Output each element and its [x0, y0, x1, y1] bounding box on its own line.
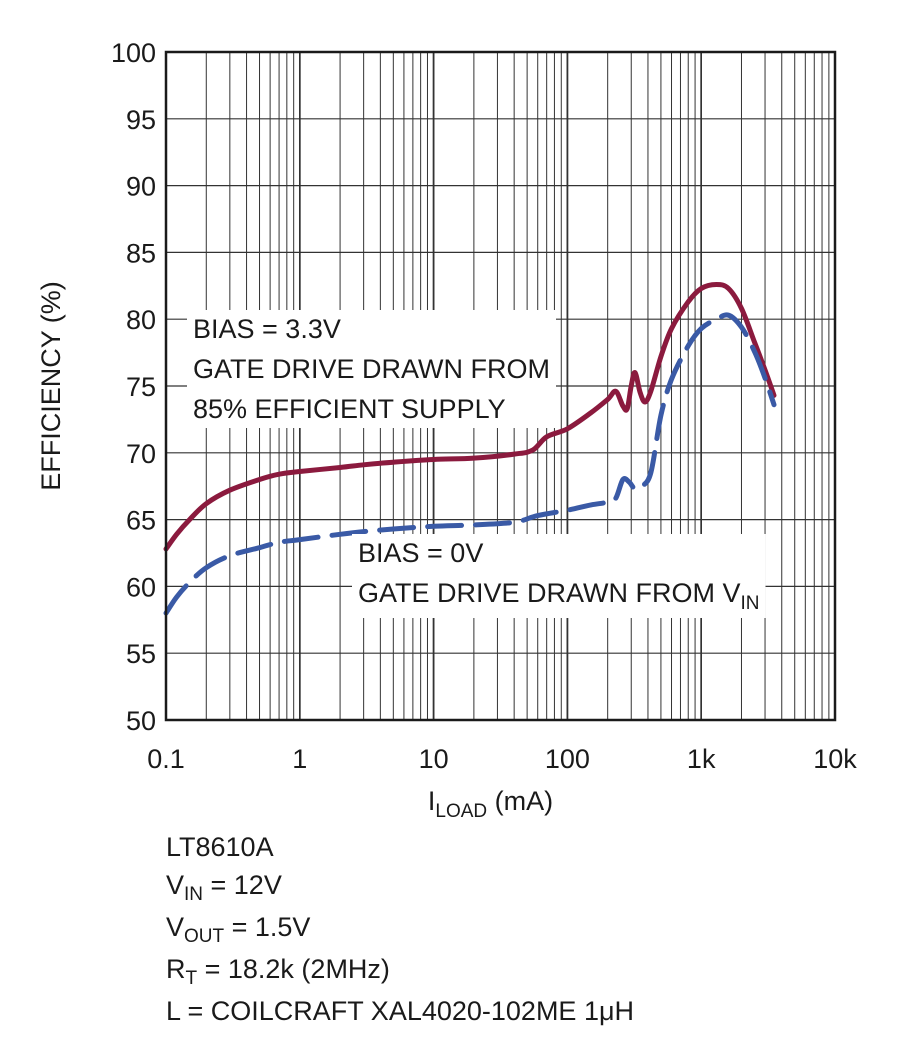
note-vin: VIN = 12V — [166, 870, 282, 905]
x-tick-labels: 0.1 1 10 100 1k 10k — [147, 744, 857, 774]
y-tick-label: 100 — [111, 38, 156, 68]
note-part: LT8610A — [166, 832, 274, 862]
x-tick-label: 10k — [813, 744, 857, 774]
data-series — [163, 282, 777, 616]
x-tick-label: 0.1 — [147, 744, 185, 774]
note-rt: RT = 18.2k (2MHz) — [166, 954, 390, 989]
y-tick-label: 85 — [126, 238, 156, 268]
note-inductor: L = COILCRAFT XAL4020-102ME 1μH — [166, 996, 635, 1026]
note-vout: VOUT = 1.5V — [166, 912, 311, 947]
y-tick-labels: 50 55 60 65 70 75 80 85 90 95 100 — [111, 38, 156, 736]
series-annotations: BIAS = 3.3V GATE DRIVE DRAWN FROM 85% EFFI… — [187, 310, 766, 618]
y-tick-label: 80 — [126, 305, 156, 335]
x-tick-label: 100 — [545, 744, 590, 774]
y-tick-label: 95 — [126, 105, 156, 135]
annotation-background — [352, 534, 766, 618]
annotation-line: 85% EFFICIENT SUPPLY — [193, 394, 506, 424]
x-axis-label: ILOAD (mA) — [428, 786, 553, 822]
annotation-line: BIAS = 3.3V — [193, 314, 341, 344]
annotation-background — [187, 310, 556, 428]
y-tick-label: 75 — [126, 372, 156, 402]
series-line-bias-3v3 — [163, 282, 777, 552]
y-tick-label: 65 — [126, 506, 156, 536]
annotation-line: GATE DRIVE DRAWN FROM — [193, 354, 550, 384]
y-axis-label: EFFICIENCY (%) — [36, 281, 66, 491]
x-axis-label-main: I — [428, 786, 436, 816]
x-axis-label-sub: LOAD — [435, 801, 487, 822]
x-axis-label-unit: (mA) — [487, 786, 553, 816]
y-tick-label: 55 — [126, 639, 156, 669]
annotation-line: BIAS = 0V — [358, 538, 483, 568]
y-tick-label: 90 — [126, 172, 156, 202]
y-tick-label: 70 — [126, 439, 156, 469]
x-tick-label: 1 — [292, 744, 307, 774]
efficiency-chart: 50 55 60 65 70 75 80 85 90 95 100 0.1 1 10 100 1k 10k B… — [36, 38, 857, 822]
x-tick-label: 1k — [687, 744, 716, 774]
y-tick-label: 60 — [126, 572, 156, 602]
y-tick-label: 50 — [126, 706, 156, 736]
plot-frame — [164, 50, 837, 722]
x-tick-label: 10 — [419, 744, 449, 774]
conditions-notes: LT8610A VIN = 12V VOUT = 1.5V RT = 18.2k… — [166, 828, 634, 1030]
annotation-bias-3v3: BIAS = 3.3V GATE DRIVE DRAWN FROM 85% EFFI… — [187, 310, 556, 428]
series-line-bias-0v — [163, 312, 777, 616]
